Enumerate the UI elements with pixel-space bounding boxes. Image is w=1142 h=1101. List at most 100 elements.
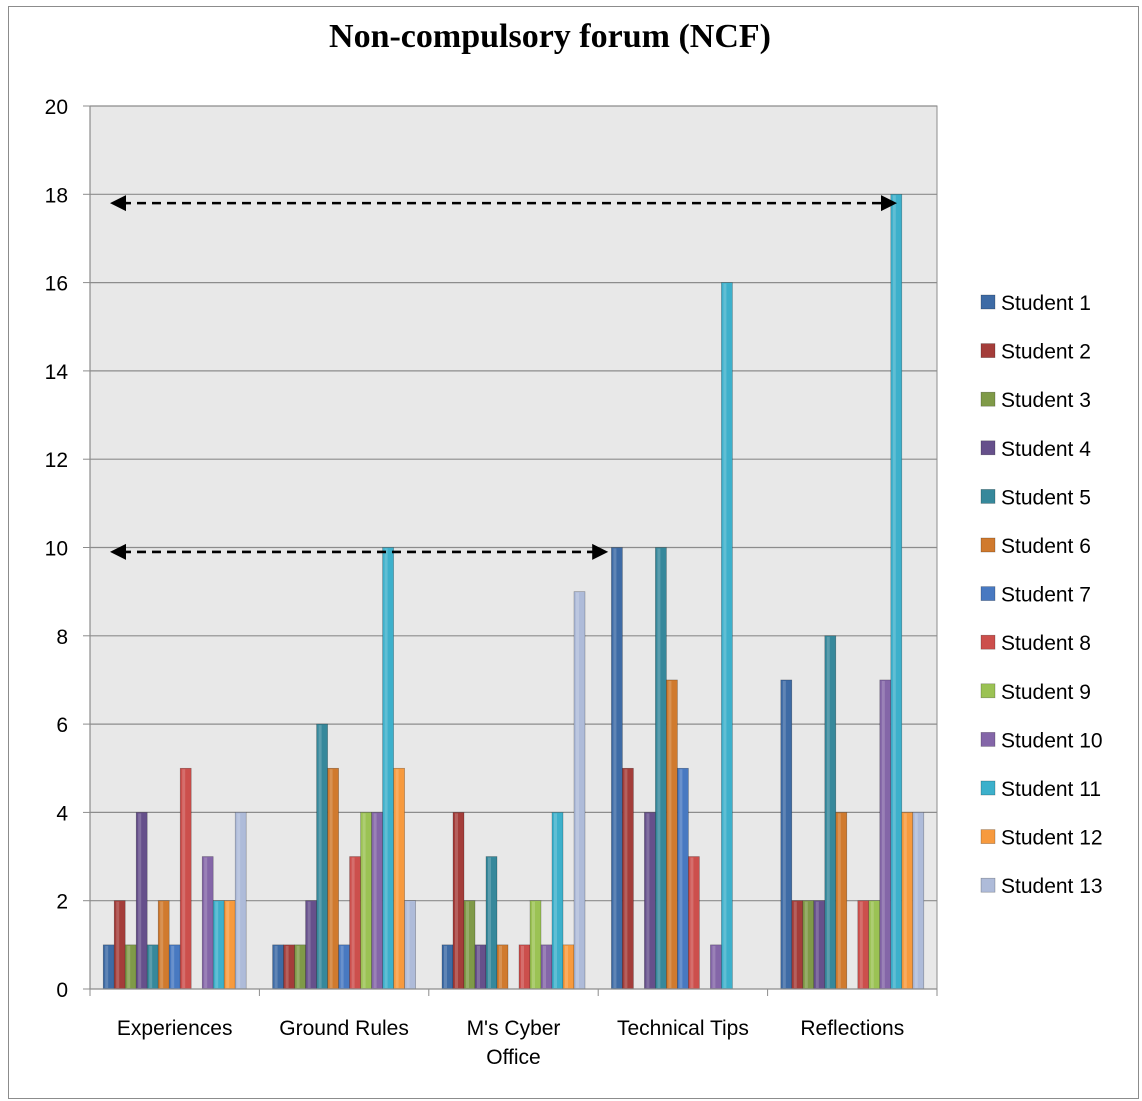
bar-highlight bbox=[576, 592, 579, 988]
bar bbox=[901, 812, 914, 990]
y-tick-label: 16 bbox=[45, 273, 68, 296]
x-category-label: Ground Rules bbox=[279, 1017, 409, 1040]
bar bbox=[474, 944, 487, 990]
bar-highlight bbox=[646, 813, 650, 988]
bar bbox=[102, 944, 115, 990]
arrow-head-right bbox=[592, 543, 609, 560]
x-category-label: Reflections bbox=[800, 1017, 904, 1040]
legend-label: Student 4 bbox=[1001, 438, 1091, 461]
bar-highlight bbox=[613, 548, 617, 988]
bar bbox=[666, 679, 678, 990]
bar-highlight bbox=[340, 945, 344, 988]
annotations bbox=[110, 195, 897, 560]
bar bbox=[157, 900, 170, 990]
bar bbox=[272, 944, 284, 990]
y-tick-label: 6 bbox=[56, 714, 68, 737]
legend-swatch bbox=[980, 877, 996, 893]
bar-highlight bbox=[837, 813, 841, 988]
bar bbox=[835, 812, 848, 990]
bar bbox=[234, 812, 247, 990]
bar bbox=[441, 944, 454, 990]
y-tick-label: 20 bbox=[45, 96, 68, 119]
bar-highlight bbox=[826, 636, 830, 988]
bar bbox=[879, 679, 892, 990]
bar-highlight bbox=[105, 945, 109, 988]
bar bbox=[212, 900, 225, 990]
bar-highlight bbox=[657, 548, 661, 988]
legend-label: Student 11 bbox=[1001, 778, 1101, 801]
bar bbox=[622, 767, 634, 990]
bar-highlight bbox=[362, 813, 366, 988]
bar bbox=[644, 812, 656, 990]
bar bbox=[124, 944, 137, 990]
bar bbox=[813, 900, 826, 990]
bar bbox=[168, 944, 181, 990]
bar-highlight bbox=[160, 901, 164, 988]
bar-highlight bbox=[477, 945, 480, 988]
bar bbox=[857, 900, 870, 990]
x-category-label: Office bbox=[486, 1046, 540, 1069]
bar bbox=[135, 812, 148, 990]
bar-highlight bbox=[532, 901, 535, 988]
bar-highlight bbox=[565, 945, 568, 988]
bar-highlight bbox=[444, 945, 447, 988]
bar-highlight bbox=[351, 857, 355, 988]
legend-swatch bbox=[980, 829, 996, 844]
y-tick-label: 14 bbox=[45, 361, 69, 384]
legend-swatch bbox=[980, 732, 996, 747]
arrow-head-left bbox=[110, 195, 126, 212]
bar bbox=[463, 900, 476, 990]
bar bbox=[294, 944, 306, 990]
legend-swatch bbox=[980, 294, 996, 310]
bar-highlight bbox=[804, 901, 808, 988]
bar-highlight bbox=[712, 945, 716, 988]
bar bbox=[283, 944, 295, 990]
bar bbox=[890, 194, 903, 990]
bar-highlight bbox=[455, 813, 458, 988]
legend-swatch bbox=[980, 391, 996, 407]
legend-swatch bbox=[980, 440, 996, 456]
y-tick-label: 4 bbox=[56, 802, 68, 825]
bar-highlight bbox=[406, 901, 410, 988]
bar bbox=[721, 282, 733, 990]
bar-highlight bbox=[395, 769, 399, 988]
bar bbox=[452, 812, 465, 990]
bar-highlight bbox=[870, 901, 874, 988]
bar bbox=[518, 944, 531, 990]
bar-highlight bbox=[307, 901, 311, 988]
bar-highlight bbox=[384, 548, 388, 988]
bar bbox=[562, 944, 575, 990]
y-tick-label: 10 bbox=[45, 538, 68, 561]
bar-highlight bbox=[274, 945, 278, 988]
bar bbox=[802, 900, 815, 990]
bar bbox=[327, 767, 339, 990]
bar-highlight bbox=[138, 813, 142, 988]
bar bbox=[349, 856, 361, 990]
bar-highlight bbox=[624, 769, 628, 988]
bar-highlight bbox=[488, 857, 491, 988]
x-category-label: M's Cyber bbox=[467, 1017, 561, 1040]
bar-highlight bbox=[182, 769, 186, 988]
legend-label: Student 5 bbox=[1001, 486, 1091, 509]
bar bbox=[780, 679, 793, 990]
chart-title: Non-compulsory forum (NCF) bbox=[329, 18, 771, 55]
bar-highlight bbox=[668, 680, 672, 988]
bar bbox=[868, 900, 881, 990]
bar bbox=[179, 767, 192, 990]
bar-highlight bbox=[466, 901, 469, 988]
legend-label: Student 13 bbox=[1001, 875, 1103, 898]
bar-highlight bbox=[318, 725, 322, 988]
bar bbox=[611, 547, 623, 990]
bar bbox=[305, 900, 317, 990]
legend-swatch bbox=[980, 343, 996, 358]
bar bbox=[912, 812, 925, 990]
bar-highlight bbox=[793, 901, 797, 988]
bar-highlight bbox=[127, 945, 131, 988]
bar bbox=[146, 944, 159, 990]
axes: 0 2 4 6 8 10 12 14 16 18 20 Experiences Ground Rules… bbox=[45, 96, 938, 1069]
double-arrow-annotation bbox=[110, 195, 897, 212]
legend-swatch bbox=[980, 683, 996, 699]
bar-highlight bbox=[226, 901, 230, 988]
legend-label: Student 12 bbox=[1001, 827, 1103, 850]
